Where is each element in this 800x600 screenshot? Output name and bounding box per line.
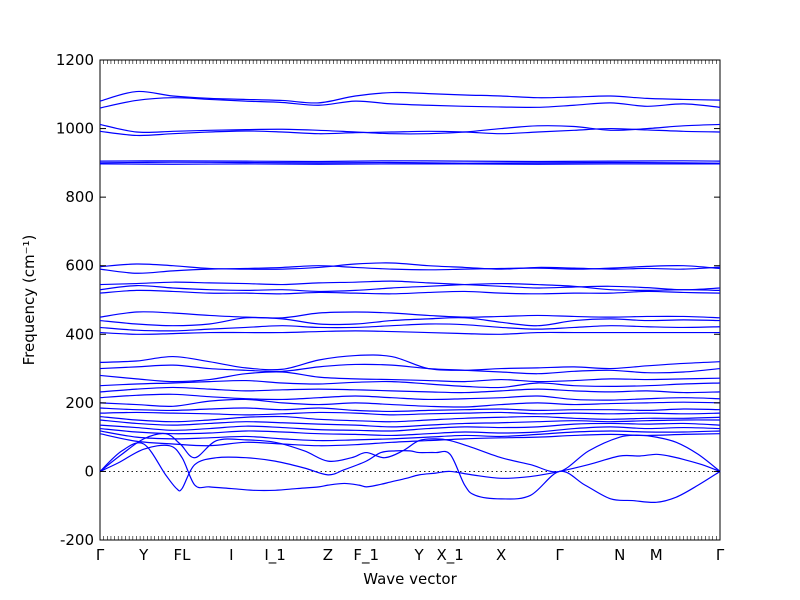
band-line-24 xyxy=(99,407,721,413)
band-line-23 xyxy=(99,398,721,408)
band-line-9 xyxy=(99,265,721,274)
band-line-6 xyxy=(99,161,721,164)
band-line-8 xyxy=(99,262,721,270)
y-axis-label: Frequency (cm⁻¹) xyxy=(20,235,38,366)
y-tick-label: 1200 xyxy=(56,51,94,69)
band-line-11 xyxy=(99,282,721,293)
band-line-5 xyxy=(99,160,721,163)
x-tick-label-7: F_1 xyxy=(353,546,379,565)
y-tick-label: 800 xyxy=(65,188,94,206)
y-tick-label: -200 xyxy=(60,531,94,549)
x-tick-label-6: Z xyxy=(323,546,333,564)
band-line-12 xyxy=(99,289,721,295)
x-tick-label-5: I_1 xyxy=(264,546,285,565)
y-tick-label: 200 xyxy=(65,394,94,412)
x-tick-label-11: Γ xyxy=(555,546,564,564)
band-line-20 xyxy=(99,379,721,389)
x-tick-label-9: X_1 xyxy=(436,546,463,565)
band-line-13 xyxy=(99,311,721,319)
x-tick-label-13: M xyxy=(650,546,663,564)
band-line-14 xyxy=(99,316,721,327)
band-line-25 xyxy=(99,411,721,416)
band-line-18 xyxy=(99,363,721,375)
band-line-33 xyxy=(99,444,721,492)
x-tick-label-3: FL xyxy=(174,546,192,564)
band-line-2 xyxy=(99,97,721,109)
y-axis-ticks: -200 0 200 400 600 800 1000 1200 xyxy=(56,51,720,549)
band-line-1 xyxy=(99,90,721,104)
x-tick-label-8: Y xyxy=(414,546,425,564)
band-line-3 xyxy=(99,123,721,135)
x-tick-label-1: Γ xyxy=(96,546,105,564)
band-line-17 xyxy=(99,354,721,371)
band-line-10 xyxy=(99,280,721,291)
x-axis-label: Wave vector xyxy=(363,570,457,588)
band-line-22 xyxy=(99,393,721,401)
band-line-34 xyxy=(99,442,721,504)
band-line-27 xyxy=(99,419,721,428)
series-layer xyxy=(99,90,721,504)
y-tick-label: 400 xyxy=(65,325,94,343)
band-line-16 xyxy=(99,330,720,335)
y-tick-label: 1000 xyxy=(56,120,94,138)
band-line-28 xyxy=(99,422,721,432)
band-line-31 xyxy=(99,433,721,447)
band-line-30 xyxy=(99,430,721,442)
y-tick-label: 0 xyxy=(84,462,94,480)
band-line-19 xyxy=(99,371,721,383)
band-line-26 xyxy=(99,415,721,423)
band-line-15 xyxy=(99,323,721,332)
band-line-21 xyxy=(99,386,721,394)
x-tick-label-10: X xyxy=(496,546,506,564)
x-tick-label-2: Y xyxy=(138,546,149,564)
x-axis-ticks: Γ Y FL I I_1 Z F_1 Y X_1 X Γ N M Γ xyxy=(96,60,725,565)
band-line-4 xyxy=(99,127,721,137)
x-tick-label-14: Γ xyxy=(716,546,725,564)
x-tick-label-12: N xyxy=(614,546,625,564)
y-tick-label: 600 xyxy=(65,257,94,275)
x-tick-label-4: I xyxy=(229,546,233,564)
band-line-29 xyxy=(99,426,721,437)
